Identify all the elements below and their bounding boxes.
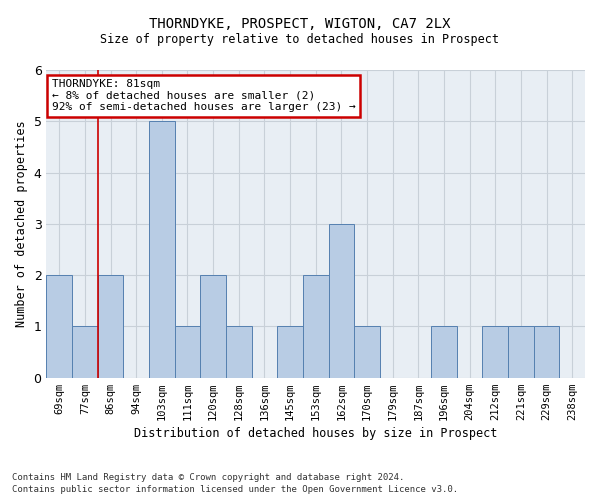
Bar [329,224,354,378]
Bar [46,275,72,378]
Text: Size of property relative to detached houses in Prospect: Size of property relative to detached ho… [101,32,499,46]
Bar [72,326,98,378]
Bar [175,326,200,378]
Bar [354,326,380,378]
Y-axis label: Number of detached properties: Number of detached properties [15,120,28,327]
Text: Contains HM Land Registry data © Crown copyright and database right 2024.: Contains HM Land Registry data © Crown c… [12,472,404,482]
Bar [508,326,534,378]
Bar [277,326,303,378]
Text: Contains public sector information licensed under the Open Government Licence v3: Contains public sector information licen… [12,485,458,494]
Bar [482,326,508,378]
Bar [200,275,226,378]
Bar [431,326,457,378]
X-axis label: Distribution of detached houses by size in Prospect: Distribution of detached houses by size … [134,427,497,440]
Bar [226,326,251,378]
Bar [303,275,329,378]
Text: THORNDYKE, PROSPECT, WIGTON, CA7 2LX: THORNDYKE, PROSPECT, WIGTON, CA7 2LX [149,18,451,32]
Bar [534,326,559,378]
Bar [98,275,124,378]
Bar [149,122,175,378]
Text: THORNDYKE: 81sqm
← 8% of detached houses are smaller (2)
92% of semi-detached ho: THORNDYKE: 81sqm ← 8% of detached houses… [52,79,356,112]
